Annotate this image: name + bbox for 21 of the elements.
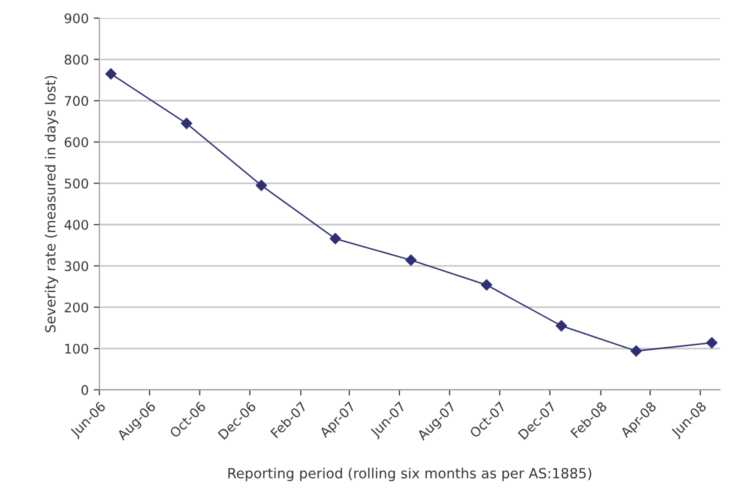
point [105, 68, 117, 80]
point [480, 279, 492, 291]
y-tick-label: 500 [64, 178, 88, 189]
y-tick-label: 700 [64, 96, 88, 106]
point [330, 233, 341, 244]
y-tick-label: 800 [64, 54, 88, 65]
x-axis-title: Reporting period (rolling six months as per AS:1885) [228, 468, 592, 482]
y-tick-label: 900 [64, 13, 88, 24]
point [556, 320, 567, 332]
y-tick-label: 400 [64, 220, 88, 230]
point [405, 254, 417, 266]
point [630, 345, 642, 357]
point [706, 337, 718, 348]
y-axis-title: Severity rate (measured in days lost) [44, 76, 58, 332]
point [180, 118, 192, 130]
y-tick-label: 200 [64, 302, 88, 312]
point [256, 180, 267, 191]
y-tick-label: 0 [81, 385, 88, 396]
y-tick-label: 100 [65, 344, 88, 354]
y-tick-label: 600 [64, 137, 88, 148]
y-tick-label: 300 [64, 261, 88, 272]
